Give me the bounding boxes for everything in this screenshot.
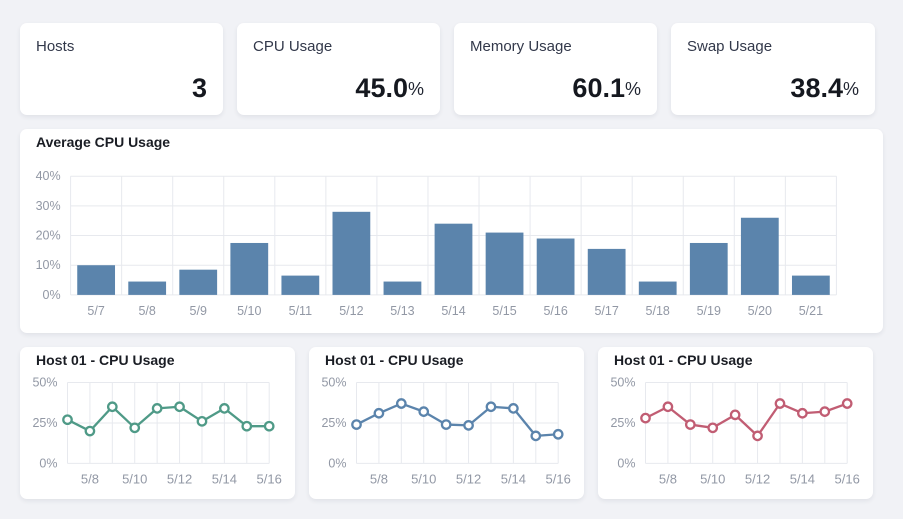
- svg-text:25%: 25%: [321, 416, 346, 430]
- svg-text:5/12: 5/12: [167, 471, 192, 486]
- svg-text:5/16: 5/16: [543, 304, 567, 318]
- svg-text:5/16: 5/16: [546, 471, 571, 486]
- svg-text:5/14: 5/14: [790, 471, 815, 486]
- svg-text:5/8: 5/8: [659, 471, 677, 486]
- svg-text:5/10: 5/10: [237, 304, 261, 318]
- svg-text:10%: 10%: [36, 258, 61, 272]
- svg-text:0%: 0%: [39, 456, 57, 470]
- svg-text:5/16: 5/16: [835, 471, 860, 486]
- svg-text:5/15: 5/15: [492, 304, 516, 318]
- svg-text:5/17: 5/17: [594, 304, 618, 318]
- svg-text:5/8: 5/8: [370, 471, 388, 486]
- svg-text:50%: 50%: [32, 376, 57, 390]
- svg-text:50%: 50%: [610, 376, 635, 390]
- svg-text:5/13: 5/13: [390, 304, 414, 318]
- svg-text:5/16: 5/16: [257, 471, 282, 486]
- svg-text:5/12: 5/12: [456, 471, 481, 486]
- svg-text:5/10: 5/10: [122, 471, 147, 486]
- svg-text:5/7: 5/7: [87, 304, 104, 318]
- svg-text:5/10: 5/10: [411, 471, 436, 486]
- svg-text:5/14: 5/14: [212, 471, 237, 486]
- svg-text:5/9: 5/9: [190, 304, 207, 318]
- svg-text:5/12: 5/12: [339, 304, 363, 318]
- svg-text:5/21: 5/21: [799, 304, 823, 318]
- svg-text:5/14: 5/14: [441, 304, 465, 318]
- svg-text:25%: 25%: [32, 416, 57, 430]
- svg-text:40%: 40%: [36, 169, 61, 183]
- svg-text:30%: 30%: [36, 199, 61, 213]
- svg-text:5/8: 5/8: [138, 304, 155, 318]
- svg-text:5/18: 5/18: [646, 304, 670, 318]
- svg-text:25%: 25%: [610, 416, 635, 430]
- svg-text:50%: 50%: [321, 376, 346, 390]
- svg-text:0%: 0%: [328, 456, 346, 470]
- svg-text:5/10: 5/10: [700, 471, 725, 486]
- svg-text:0%: 0%: [617, 456, 635, 470]
- svg-text:5/20: 5/20: [748, 304, 772, 318]
- svg-text:5/11: 5/11: [289, 304, 312, 318]
- svg-text:20%: 20%: [36, 229, 61, 243]
- svg-text:5/8: 5/8: [81, 471, 99, 486]
- svg-text:0%: 0%: [43, 288, 61, 302]
- svg-text:5/19: 5/19: [697, 304, 721, 318]
- svg-text:5/14: 5/14: [501, 471, 526, 486]
- svg-text:5/12: 5/12: [745, 471, 770, 486]
